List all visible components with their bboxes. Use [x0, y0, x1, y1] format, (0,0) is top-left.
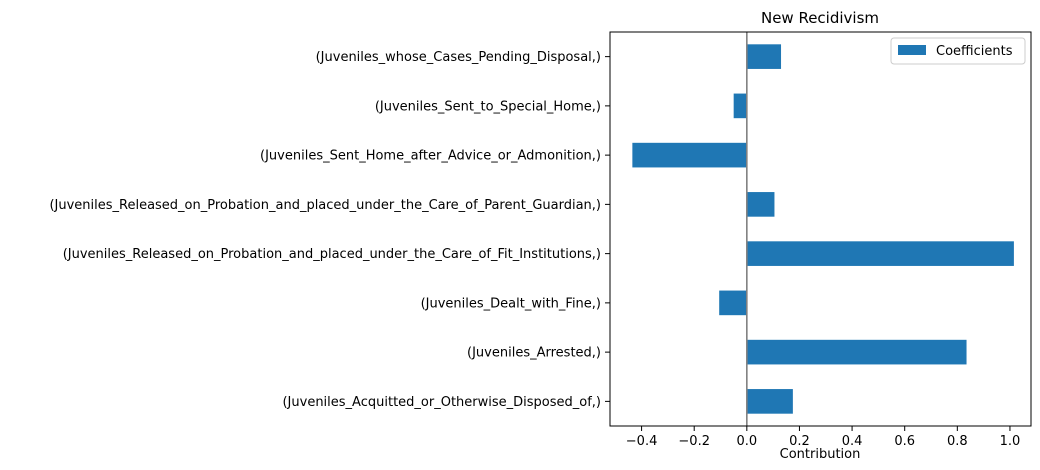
x-tick-label: 0.4: [842, 434, 863, 449]
y-tick-label: (Juveniles_whose_Cases_Pending_Disposal,…: [316, 50, 601, 65]
y-tick-label: (Juveniles_Sent_Home_after_Advice_or_Adm…: [260, 149, 601, 164]
bar: [746, 339, 967, 365]
legend-label: Coefficients: [936, 44, 1013, 59]
bar: [746, 241, 1014, 266]
x-ticks: −0.4 −0.2 0.0 0.2 0.4 0.6 0.8 1.0: [626, 426, 1021, 449]
x-tick-label: 0.2: [789, 434, 810, 449]
x-tick-label: 0.6: [894, 434, 915, 449]
y-tick-label: (Juveniles_Sent_to_Special_Home,): [375, 99, 601, 114]
bar: [746, 44, 782, 69]
x-tick-label: −0.2: [678, 434, 710, 449]
x-tick-label: −0.4: [626, 434, 658, 449]
x-tick-label: 0.8: [947, 434, 968, 449]
y-tick-label: (Juveniles_Dealt_with_Fine,): [421, 296, 601, 311]
y-tick-label: (Juveniles_Arrested,): [467, 346, 601, 361]
legend-box: [890, 37, 1026, 65]
legend-swatch: [898, 45, 926, 55]
x-axis-label: Contribution: [780, 447, 861, 462]
x-tick-label: 1.0: [1000, 434, 1021, 449]
bar: [746, 389, 793, 414]
x-tick-label: 0.0: [736, 434, 757, 449]
bar: [746, 192, 775, 217]
legend: Coefficients: [890, 37, 1026, 65]
bar: [733, 93, 747, 119]
plot-frame: [609, 31, 1032, 427]
bars-layer: [632, 44, 1014, 414]
bar: [632, 142, 747, 168]
y-tick-label: (Juveniles_Acquitted_or_Otherwise_Dispos…: [282, 395, 601, 410]
y-tick-labels: (Juveniles_Acquitted_or_Otherwise_Dispos…: [49, 50, 610, 410]
y-tick-label: (Juveniles_Released_on_Probation_and_pla…: [49, 198, 601, 213]
chart-title: New Recidivism: [761, 9, 879, 27]
y-tick-label: (Juveniles_Released_on_Probation_and_pla…: [63, 247, 601, 262]
bar: [719, 290, 747, 316]
